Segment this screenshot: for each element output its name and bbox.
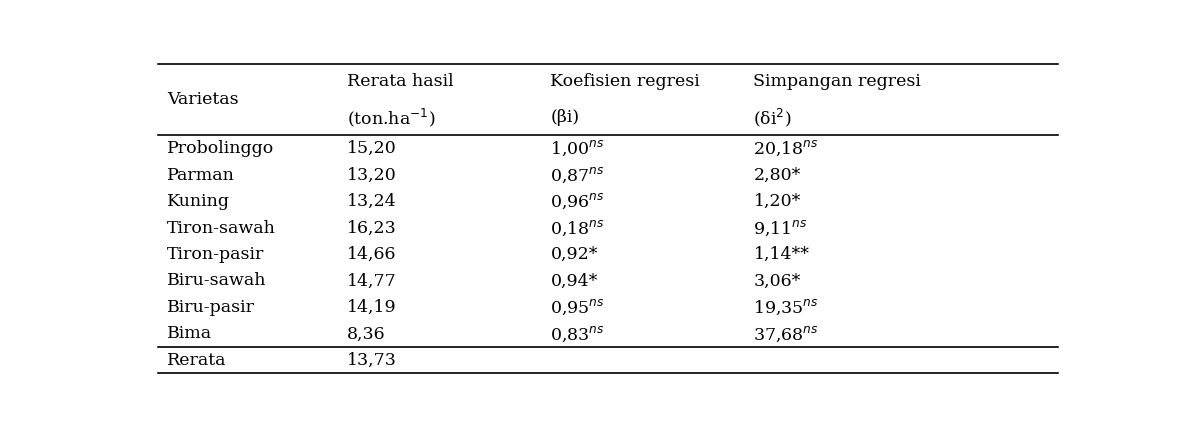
Text: 37,68$^{ns}$: 37,68$^{ns}$ (754, 324, 819, 343)
Text: Tiron-pasir: Tiron-pasir (167, 246, 264, 263)
Text: Bima: Bima (167, 325, 212, 343)
Text: 0,96$^{ns}$: 0,96$^{ns}$ (550, 192, 605, 211)
Text: Rerata: Rerata (167, 352, 226, 369)
Text: 13,73: 13,73 (348, 352, 398, 369)
Text: 0,87$^{ns}$: 0,87$^{ns}$ (550, 165, 605, 185)
Text: 1,14**: 1,14** (754, 246, 810, 263)
Text: 0,95$^{ns}$: 0,95$^{ns}$ (550, 298, 605, 317)
Text: 3,06*: 3,06* (754, 272, 800, 289)
Text: 1,20*: 1,20* (754, 193, 800, 210)
Text: Varietas: Varietas (167, 91, 239, 108)
Text: 20,18$^{ns}$: 20,18$^{ns}$ (754, 139, 819, 158)
Text: 0,92*: 0,92* (550, 246, 598, 263)
Text: Rerata hasil: Rerata hasil (348, 73, 454, 90)
Text: 14,77: 14,77 (348, 272, 397, 289)
Text: 0,18$^{ns}$: 0,18$^{ns}$ (550, 218, 605, 238)
Text: 13,24: 13,24 (348, 193, 397, 210)
Text: 16,23: 16,23 (348, 220, 397, 236)
Text: 0,94*: 0,94* (550, 272, 598, 289)
Text: 9,11$^{ns}$: 9,11$^{ns}$ (754, 218, 807, 238)
Text: Probolinggo: Probolinggo (167, 140, 275, 157)
Text: 15,20: 15,20 (348, 140, 397, 157)
Text: Biru-pasir: Biru-pasir (167, 299, 255, 316)
Text: (βi): (βi) (550, 109, 580, 126)
Text: Biru-sawah: Biru-sawah (167, 272, 267, 289)
Text: Tiron-sawah: Tiron-sawah (167, 220, 276, 236)
Text: 14,66: 14,66 (348, 246, 397, 263)
Text: 13,20: 13,20 (348, 167, 397, 184)
Text: 1,00$^{ns}$: 1,00$^{ns}$ (550, 139, 605, 158)
Text: 8,36: 8,36 (348, 325, 386, 343)
Text: Koefisien regresi: Koefisien regresi (550, 73, 700, 90)
Text: 19,35$^{ns}$: 19,35$^{ns}$ (754, 298, 819, 317)
Text: 14,19: 14,19 (348, 299, 397, 316)
Text: Kuning: Kuning (167, 193, 230, 210)
Text: 2,80*: 2,80* (754, 167, 800, 184)
Text: Parman: Parman (167, 167, 235, 184)
Text: Simpangan regresi: Simpangan regresi (754, 73, 922, 90)
Text: (δi$^{2}$): (δi$^{2}$) (754, 106, 792, 129)
Text: 0,83$^{ns}$: 0,83$^{ns}$ (550, 324, 605, 343)
Text: (ton.ha$^{-1}$): (ton.ha$^{-1}$) (348, 106, 436, 129)
